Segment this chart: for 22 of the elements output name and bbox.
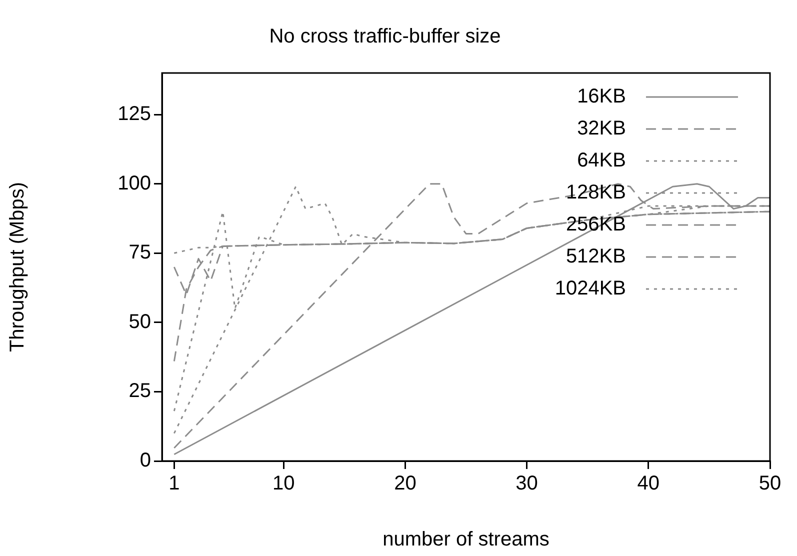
legend-label: 512KB [566,246,626,268]
x-tick-label: 30 [516,472,538,495]
legend-label: 32KB [577,118,626,140]
chart-title: No cross traffic-buffer size [269,26,501,48]
y-tick-label: 50 [128,310,151,333]
x-tick-label: 50 [758,472,782,495]
y-tick-label: 125 [118,103,151,126]
legend-label: 128KB [566,182,626,204]
legend-label: 256KB [566,214,626,236]
x-tick-label: 40 [637,472,660,495]
x-axis-title: number of streams [382,528,550,551]
y-tick-label: 100 [118,172,151,194]
y-tick-label: 25 [128,380,151,402]
y-tick-label: 0 [140,450,151,472]
x-tick-label: 10 [272,472,295,495]
legend-label: 64KB [577,150,626,172]
legend-label: 1024KB [554,278,626,300]
legend-label: 16KB [577,86,626,108]
x-tick-label: 20 [394,472,416,495]
y-tick-label: 75 [128,242,151,264]
x-tick-label: 1 [168,472,180,495]
y-axis-title: Throughput (Mbps) [6,182,29,352]
